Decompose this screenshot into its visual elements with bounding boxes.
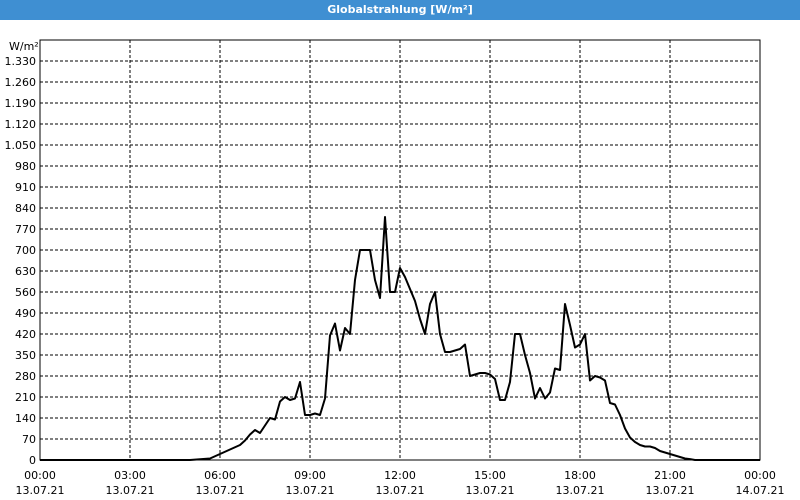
x-tick-date: 13.07.21	[376, 484, 425, 497]
y-tick-label: 280	[15, 370, 36, 383]
y-tick-label: 1.190	[5, 97, 37, 110]
y-tick-label: 1.050	[5, 139, 37, 152]
y-tick-label: 420	[15, 328, 36, 341]
y-tick-label: 910	[15, 181, 36, 194]
y-tick-label: 1.330	[5, 55, 37, 68]
y-tick-labels: 0 70 140 210 280 350 420 490 560 630 700 770 840 910 9…	[5, 55, 37, 467]
x-tick-date: 13.07.21	[16, 484, 65, 497]
x-tick-time: 15:00	[474, 469, 506, 482]
y-tick-label: 630	[15, 265, 36, 278]
y-axis-label: W/m²	[9, 40, 39, 53]
y-tick-label: 210	[15, 391, 36, 404]
y-tick-label: 560	[15, 286, 36, 299]
y-tick-label: 980	[15, 160, 36, 173]
x-tick-time: 00:00	[24, 469, 56, 482]
x-tick-time: 00:00	[744, 469, 776, 482]
y-tick-label: 140	[15, 412, 36, 425]
x-tick-date: 13.07.21	[646, 484, 695, 497]
x-tick-date: 13.07.21	[106, 484, 155, 497]
y-tick-label: 840	[15, 202, 36, 215]
x-tick-time: 03:00	[114, 469, 146, 482]
line-chart: W/m² 0 70 140 210 280 350 420 490 560 630 700 770 84…	[5, 39, 785, 497]
x-tick-time: 21:00	[654, 469, 686, 482]
y-tick-label: 1.260	[5, 76, 37, 89]
x-tick-date: 13.07.21	[466, 484, 515, 497]
x-tick-time: 06:00	[204, 469, 236, 482]
x-tick-time: 12:00	[384, 469, 416, 482]
x-tick-date: 14.07.21	[736, 484, 785, 497]
y-tick-label: 490	[15, 307, 36, 320]
chart-title: Globalstrahlung [W/m²]	[0, 0, 800, 20]
y-tick-label: 770	[15, 223, 36, 236]
plot-frame	[39, 39, 761, 461]
x-tick-time: 09:00	[294, 469, 326, 482]
x-tick-date: 13.07.21	[196, 484, 245, 497]
y-tick-label: 1.120	[5, 118, 37, 131]
x-tick-labels: 00:00 13.07.21 03:00 13.07.21 06:00 13.07.21 0…	[16, 469, 785, 497]
x-tick-date: 13.07.21	[286, 484, 335, 497]
series-line	[40, 216, 760, 461]
grid-lines	[40, 40, 760, 460]
y-tick-label: 700	[15, 244, 36, 257]
y-tick-label: 0	[29, 454, 36, 467]
x-tick-time: 18:00	[564, 469, 596, 482]
y-tick-label: 70	[22, 433, 36, 446]
x-tick-date: 13.07.21	[556, 484, 605, 497]
y-tick-label: 350	[15, 349, 36, 362]
